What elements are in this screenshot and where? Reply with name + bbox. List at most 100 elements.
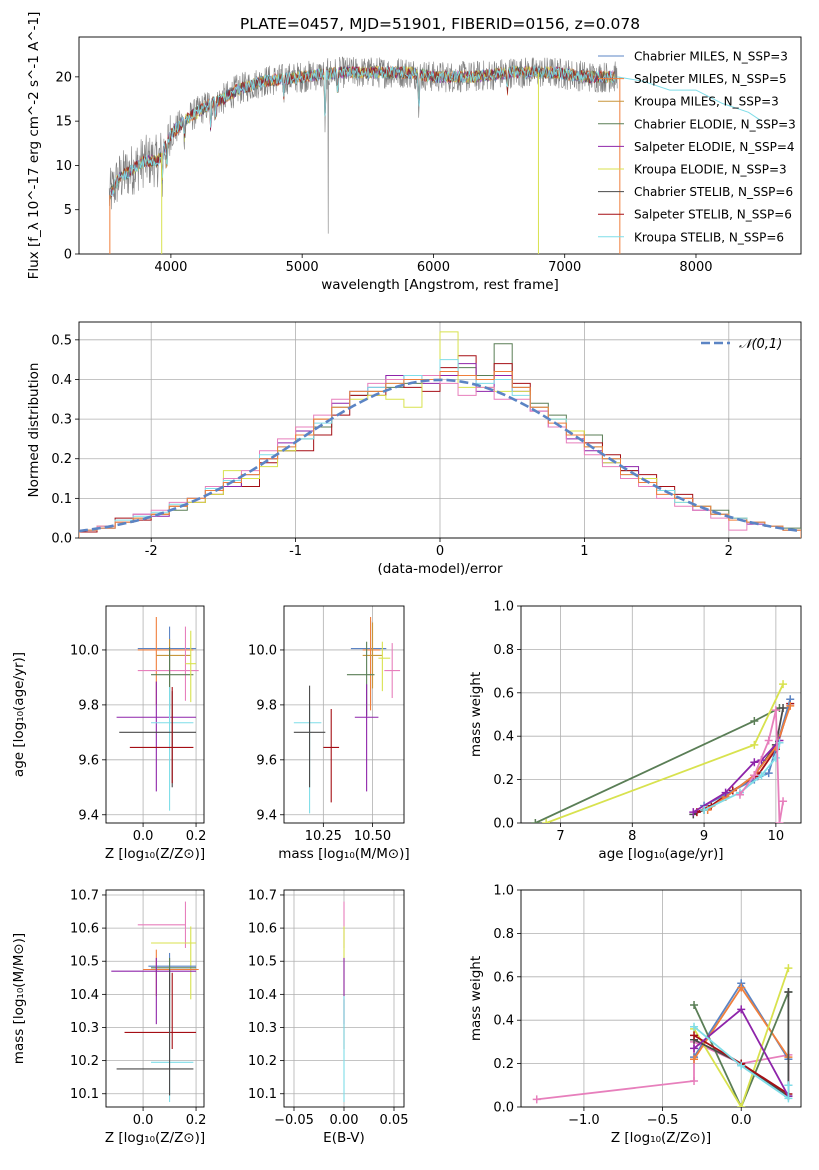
y-tick-label: 0.6: [493, 970, 514, 985]
x-tick-label: 0.0: [731, 1113, 752, 1128]
weight-point-marker: [690, 1076, 699, 1085]
y-tick-label: 0.0: [493, 817, 514, 832]
weight-point-marker: [737, 983, 746, 992]
weight-series-line: [693, 967, 790, 1107]
legend-label: Kroupa MILES, N_SSP=3: [634, 95, 779, 109]
weight-point-marker: [690, 1022, 699, 1031]
weight-point-marker: [737, 1005, 746, 1014]
mass-weight-vs-Z-panel: −1.0 −0.5 0.0 0.0 0.2 0.4 0.6 0.8 1.0 Z [log₁₀(Z/…: [468, 884, 802, 1146]
x-tick-label: −0.05: [274, 1113, 314, 1128]
y-axis-label: mass [log₁₀(M/M⊙)]: [11, 933, 27, 1064]
y-tick-label: 10.7: [70, 888, 99, 903]
y-axis-label: mass weight: [468, 956, 484, 1041]
x-tick-label: 9: [700, 829, 708, 844]
x-tick-label: 4000: [154, 260, 187, 275]
y-tick-label: 0.4: [493, 1014, 514, 1029]
weight-point-marker: [690, 1044, 699, 1053]
weight-point-marker: [784, 1081, 793, 1090]
weight-point-marker: [721, 788, 730, 797]
weight-series-line: [692, 707, 784, 816]
weight-series-line: [693, 1026, 790, 1101]
weight-point-marker: [784, 1094, 793, 1103]
y-tick-label: 10.3: [248, 1021, 277, 1036]
y-tick-label: 9.6: [78, 753, 99, 768]
weight-series-line: [535, 707, 780, 823]
observed-spectrum-line: [108, 56, 618, 234]
legend-label: Salpeter STELIB, N_SSP=6: [634, 208, 792, 222]
weight-point-marker: [750, 771, 759, 780]
weight-point-marker: [779, 680, 788, 689]
x-tick-label: 0.0: [133, 1113, 154, 1128]
x-axis-label: mass [log₁₀(M/M⊙)]: [278, 846, 409, 862]
legend-label: Salpeter ELODIE, N_SSP=4: [634, 140, 795, 154]
x-tick-label: -2: [145, 544, 158, 559]
x-tick-label: 8: [628, 829, 636, 844]
weight-point-marker: [690, 1055, 699, 1064]
axes-frame: [105, 605, 205, 824]
y-tick-label: 10.0: [70, 643, 99, 658]
x-tick-label: 0.0: [133, 829, 154, 844]
spectrum-panel: 4000 5000 6000 7000 8000 0 5 10 15 20 wavelength […: [26, 12, 802, 293]
y-tick-label: 10.4: [70, 988, 99, 1003]
weight-point-marker: [764, 736, 773, 745]
x-axis-label: Z [log₁₀(Z/Z⊙)]: [105, 1130, 205, 1146]
weight-point-marker: [690, 1001, 699, 1010]
model-spectrum-line: [110, 64, 615, 197]
legend-label: Kroupa ELODIE, N_SSP=3: [634, 163, 787, 177]
x-tick-label: 6000: [417, 260, 450, 275]
gaussian-reference-curve: [79, 378, 801, 533]
legend-label: Chabrier MILES, N_SSP=3: [634, 50, 788, 64]
weight-point-marker: [531, 819, 540, 823]
weight-point-marker: [784, 964, 793, 973]
y-tick-label: 10: [55, 159, 72, 174]
y-tick-label: 10.5: [248, 955, 277, 970]
mass-vs-EBV-panel: −0.05 0.00 0.05 10.1 10.2 10.3 10.4 10.5 10.6 10.…: [248, 888, 408, 1146]
y-tick-label: 0.6: [493, 686, 514, 701]
weight-point-marker: [786, 701, 795, 710]
x-tick-label: −0.5: [647, 1113, 679, 1128]
y-tick-label: 0.4: [51, 373, 72, 388]
residuals-panel: -2 -1 0 1 2 0.0 0.1 0.2 0.3 0.4 0.5 (data-model)/er…: [26, 321, 802, 577]
weight-point-marker: [735, 790, 744, 799]
y-axis-label: Normed distribution: [26, 363, 42, 498]
x-tick-label: 0.00: [330, 1113, 359, 1128]
y-tick-label: 0.2: [493, 773, 514, 788]
axes-frame: [78, 321, 802, 539]
weight-point-marker: [779, 797, 788, 806]
x-tick-label: -1: [289, 544, 302, 559]
x-tick-label: 10.50: [354, 829, 391, 844]
y-tick-label: 0.8: [493, 643, 514, 658]
weight-point-marker: [779, 703, 788, 712]
axes-frame: [283, 605, 405, 824]
age-vs-mass-panel: 10.25 10.50 9.4 9.6 9.8 10.0 mass [log₁₀(M/M⊙)…: [248, 605, 410, 862]
weight-point-marker: [690, 1031, 699, 1040]
y-tick-label: 0.2: [493, 1057, 514, 1072]
y-tick-label: 10.7: [248, 888, 277, 903]
weight-point-marker: [737, 1103, 746, 1107]
axes-frame: [520, 889, 802, 1108]
y-tick-label: 0.1: [51, 492, 72, 507]
x-tick-label: 0.05: [380, 1113, 409, 1128]
x-axis-label: wavelength [Angstrom, rest frame]: [321, 277, 559, 293]
y-tick-label: 10.5: [70, 955, 99, 970]
y-tick-label: 5: [64, 203, 72, 218]
x-tick-label: 5000: [286, 260, 319, 275]
weight-point-marker: [700, 805, 709, 814]
y-tick-label: 9.6: [256, 753, 277, 768]
x-axis-label: age [log₁₀(age/yr)]: [598, 846, 723, 862]
y-axis-label: mass weight: [468, 672, 484, 757]
weight-point-marker: [784, 987, 793, 996]
histogram-series: [79, 371, 801, 538]
y-tick-label: 10.1: [70, 1087, 99, 1102]
y-tick-label: 0.5: [51, 333, 72, 348]
legend-label: 𝒩(0,1): [739, 337, 782, 352]
legend-label: Salpeter MILES, N_SSP=5: [634, 72, 787, 86]
y-tick-label: 15: [55, 115, 72, 130]
weight-point-marker: [750, 717, 759, 726]
weight-point-marker: [737, 1061, 746, 1070]
weight-point-marker: [542, 819, 551, 823]
axes-frame: [520, 605, 802, 824]
y-tick-label: 10.6: [70, 922, 99, 937]
x-tick-label: 7: [556, 829, 564, 844]
